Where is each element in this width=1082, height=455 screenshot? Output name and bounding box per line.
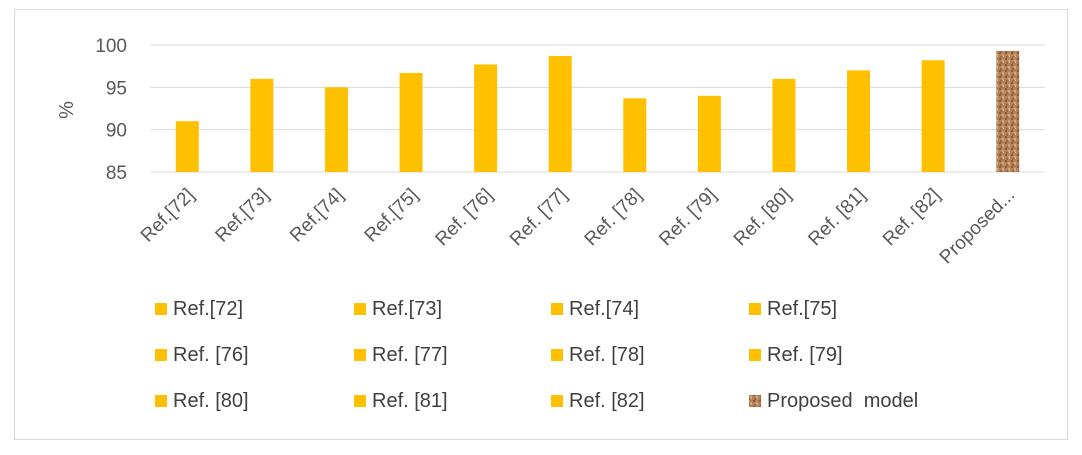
legend-label: Proposed model [767,390,918,412]
bar-3 [324,87,348,172]
legend-item: Ref. [82] [551,390,645,412]
y-axis-ticks: 85 90 95 100 [95,36,127,184]
bar-8 [697,95,721,172]
legend-swatch [155,303,167,315]
bar-7 [623,98,647,172]
legend-label: Ref. [82] [569,390,645,412]
legend-label: Ref. [76] [173,344,249,366]
legend-label: Ref.[73] [372,298,442,320]
legend-swatch [551,303,563,315]
legend-swatch [354,395,366,407]
bar-1 [175,121,199,172]
legend-label: Ref. [78] [569,344,645,366]
bars [175,50,1020,172]
legend-item: Ref. [77] [354,344,448,366]
legend-item: Ref.[75] [749,298,837,320]
legend-item: Ref.[73] [354,298,442,320]
y-tick-label: 90 [106,121,127,142]
x-tick-label: Ref. [80] [730,185,796,251]
legend-item: Proposed model [749,390,918,412]
legend-swatch [155,395,167,407]
bar-6 [548,56,572,172]
bar-5 [474,64,498,172]
legend-label: Ref.[74] [569,298,639,320]
legend-item: Ref. [79] [749,344,843,366]
legend-item: Ref. [76] [155,344,249,366]
bar-11 [921,60,945,172]
legend-swatch [551,349,563,361]
legend-swatch [354,303,366,315]
legend-swatch [749,395,761,407]
x-axis-ticks: Ref.[72] Ref.[73] Ref.[74] Ref.[75] Ref. [76… [137,185,1019,269]
chart-frame: 85 90 95 100 % Ref.[72] Ref.[73] Ref.[74] Ref.… [14,9,1068,440]
legend-swatch [354,349,366,361]
x-tick-label: Ref. [79] [655,185,721,251]
bar-10 [847,70,871,172]
bar-9 [772,78,796,172]
legend-label: Ref.[75] [767,298,837,320]
y-tick-label: 95 [106,78,127,99]
legend-label: Ref. [80] [173,390,249,412]
x-tick-label: Ref. [82] [879,185,945,251]
y-axis-title: % [56,101,78,119]
legend-label: Ref. [77] [372,344,448,366]
bar-2 [250,78,274,172]
bar-4 [399,72,423,172]
x-tick-label: Ref.[73] [212,185,274,247]
legend-item: Ref. [78] [551,344,645,366]
legend-label: Ref.[72] [173,298,243,320]
x-tick-label: Ref. [77] [506,185,572,251]
legend-label: Ref. [81] [372,390,448,412]
x-tick-label: Proposed... [936,185,1020,269]
x-tick-label: Ref.[74] [286,185,348,247]
x-tick-label: Ref. [78] [581,185,647,251]
legend-swatch [551,395,563,407]
y-tick-label: 85 [106,163,127,184]
legend-item: Ref.[74] [551,298,639,320]
x-tick-label: Ref.[75] [361,185,423,247]
y-tick-label: 100 [95,36,127,57]
legend-item: Ref.[72] [155,298,243,320]
legend-swatch [749,303,761,315]
gridlines [150,44,1045,173]
legend-swatch [155,349,167,361]
x-tick-label: Ref. [81] [804,185,870,251]
legend-swatch [749,349,761,361]
x-tick-label: Ref.[72] [137,185,199,247]
bar-12 [996,50,1020,172]
x-tick-label: Ref. [76] [432,185,498,251]
legend-item: Ref. [80] [155,390,249,412]
legend-label: Ref. [79] [767,344,843,366]
legend: Ref.[72] Ref.[73] Ref.[74] Ref.[75] Ref. [76… [155,298,918,412]
legend-item: Ref. [81] [354,390,448,412]
